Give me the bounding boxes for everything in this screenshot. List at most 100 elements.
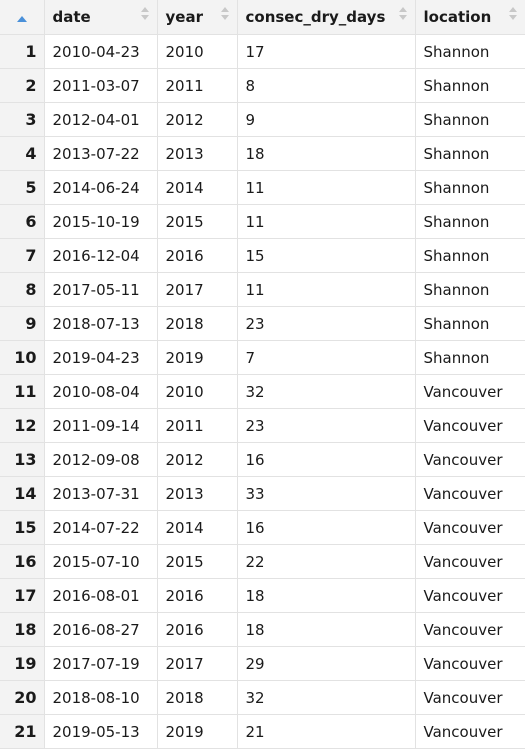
- table-row: 16 2015-07-10 2015 22 Vancouver: [0, 544, 525, 579]
- cell-year: 2016: [156, 612, 238, 647]
- cell-consec-dry-days: 17: [236, 34, 416, 69]
- column-header-label: location: [423, 8, 492, 26]
- cell-location: Vancouver: [414, 374, 525, 409]
- cell-consec-dry-days: 8: [236, 68, 416, 103]
- index-header[interactable]: [0, 0, 45, 35]
- cell-consec-dry-days: 22: [236, 544, 416, 579]
- cell-date: 2016-08-27: [43, 612, 158, 647]
- cell-date: 2017-05-11: [43, 272, 158, 307]
- row-index: 10: [0, 340, 45, 375]
- cell-consec-dry-days: 7: [236, 340, 416, 375]
- column-header-consec-dry-days[interactable]: consec_dry_days: [236, 0, 416, 35]
- table-row: 12 2011-09-14 2011 23 Vancouver: [0, 408, 525, 443]
- table-row: 8 2017-05-11 2017 11 Shannon: [0, 272, 525, 307]
- cell-date: 2019-04-23: [43, 340, 158, 375]
- cell-consec-dry-days: 11: [236, 170, 416, 205]
- row-index: 18: [0, 612, 45, 647]
- cell-consec-dry-days: 18: [236, 612, 416, 647]
- cell-location: Vancouver: [414, 408, 525, 443]
- row-index: 2: [0, 68, 45, 103]
- table-row: 20 2018-08-10 2018 32 Vancouver: [0, 680, 525, 715]
- cell-date: 2013-07-31: [43, 476, 158, 511]
- cell-year: 2016: [156, 578, 238, 613]
- row-index: 21: [0, 714, 45, 749]
- row-index: 12: [0, 408, 45, 443]
- row-index: 16: [0, 544, 45, 579]
- column-header-date[interactable]: date: [43, 0, 158, 35]
- table-row: 21 2019-05-13 2019 21 Vancouver: [0, 714, 525, 749]
- row-index: 20: [0, 680, 45, 715]
- cell-location: Shannon: [414, 68, 525, 103]
- row-index: 9: [0, 306, 45, 341]
- column-header-location[interactable]: location: [414, 0, 525, 35]
- table-row: 17 2016-08-01 2016 18 Vancouver: [0, 578, 525, 613]
- row-index: 15: [0, 510, 45, 545]
- cell-consec-dry-days: 23: [236, 306, 416, 341]
- cell-location: Shannon: [414, 204, 525, 239]
- cell-location: Shannon: [414, 136, 525, 171]
- cell-location: Shannon: [414, 340, 525, 375]
- cell-consec-dry-days: 32: [236, 374, 416, 409]
- cell-year: 2013: [156, 476, 238, 511]
- cell-year: 2018: [156, 306, 238, 341]
- cell-year: 2012: [156, 442, 238, 477]
- cell-location: Vancouver: [414, 612, 525, 647]
- column-header-year[interactable]: year: [156, 0, 238, 35]
- sort-icon: [220, 7, 229, 20]
- cell-location: Vancouver: [414, 646, 525, 681]
- cell-date: 2010-04-23: [43, 34, 158, 69]
- cell-year: 2017: [156, 272, 238, 307]
- table-row: 5 2014-06-24 2014 11 Shannon: [0, 170, 525, 205]
- cell-consec-dry-days: 16: [236, 510, 416, 545]
- cell-consec-dry-days: 11: [236, 272, 416, 307]
- cell-date: 2018-08-10: [43, 680, 158, 715]
- row-index: 14: [0, 476, 45, 511]
- cell-year: 2013: [156, 136, 238, 171]
- cell-location: Shannon: [414, 272, 525, 307]
- cell-date: 2010-08-04: [43, 374, 158, 409]
- cell-year: 2016: [156, 238, 238, 273]
- cell-year: 2017: [156, 646, 238, 681]
- table-body: 1 2010-04-23 2010 17 Shannon 2 2011-03-07 2011 8…: [0, 34, 525, 749]
- cell-consec-dry-days: 11: [236, 204, 416, 239]
- cell-consec-dry-days: 21: [236, 714, 416, 749]
- cell-year: 2015: [156, 204, 238, 239]
- row-index: 8: [0, 272, 45, 307]
- table-row: 19 2017-07-19 2017 29 Vancouver: [0, 646, 525, 681]
- row-index: 19: [0, 646, 45, 681]
- cell-location: Shannon: [414, 102, 525, 137]
- table-row: 2 2011-03-07 2011 8 Shannon: [0, 68, 525, 103]
- cell-year: 2018: [156, 680, 238, 715]
- cell-year: 2014: [156, 510, 238, 545]
- table-row: 11 2010-08-04 2010 32 Vancouver: [0, 374, 525, 409]
- cell-year: 2014: [156, 170, 238, 205]
- cell-consec-dry-days: 18: [236, 136, 416, 171]
- cell-consec-dry-days: 29: [236, 646, 416, 681]
- cell-date: 2018-07-13: [43, 306, 158, 341]
- cell-location: Shannon: [414, 34, 525, 69]
- table-row: 7 2016-12-04 2016 15 Shannon: [0, 238, 525, 273]
- cell-consec-dry-days: 9: [236, 102, 416, 137]
- sort-icon: [508, 7, 517, 20]
- table-row: 13 2012-09-08 2012 16 Vancouver: [0, 442, 525, 477]
- cell-year: 2010: [156, 34, 238, 69]
- cell-date: 2012-04-01: [43, 102, 158, 137]
- cell-date: 2013-07-22: [43, 136, 158, 171]
- cell-date: 2011-09-14: [43, 408, 158, 443]
- table-row: 1 2010-04-23 2010 17 Shannon: [0, 34, 525, 69]
- cell-date: 2015-07-10: [43, 544, 158, 579]
- row-index: 4: [0, 136, 45, 171]
- row-index: 7: [0, 238, 45, 273]
- table-row: 4 2013-07-22 2013 18 Shannon: [0, 136, 525, 171]
- cell-location: Shannon: [414, 238, 525, 273]
- cell-year: 2019: [156, 340, 238, 375]
- cell-consec-dry-days: 16: [236, 442, 416, 477]
- cell-location: Shannon: [414, 170, 525, 205]
- column-header-label: consec_dry_days: [245, 8, 386, 26]
- row-index: 5: [0, 170, 45, 205]
- row-index: 13: [0, 442, 45, 477]
- cell-year: 2011: [156, 68, 238, 103]
- cell-date: 2019-05-13: [43, 714, 158, 749]
- row-index: 6: [0, 204, 45, 239]
